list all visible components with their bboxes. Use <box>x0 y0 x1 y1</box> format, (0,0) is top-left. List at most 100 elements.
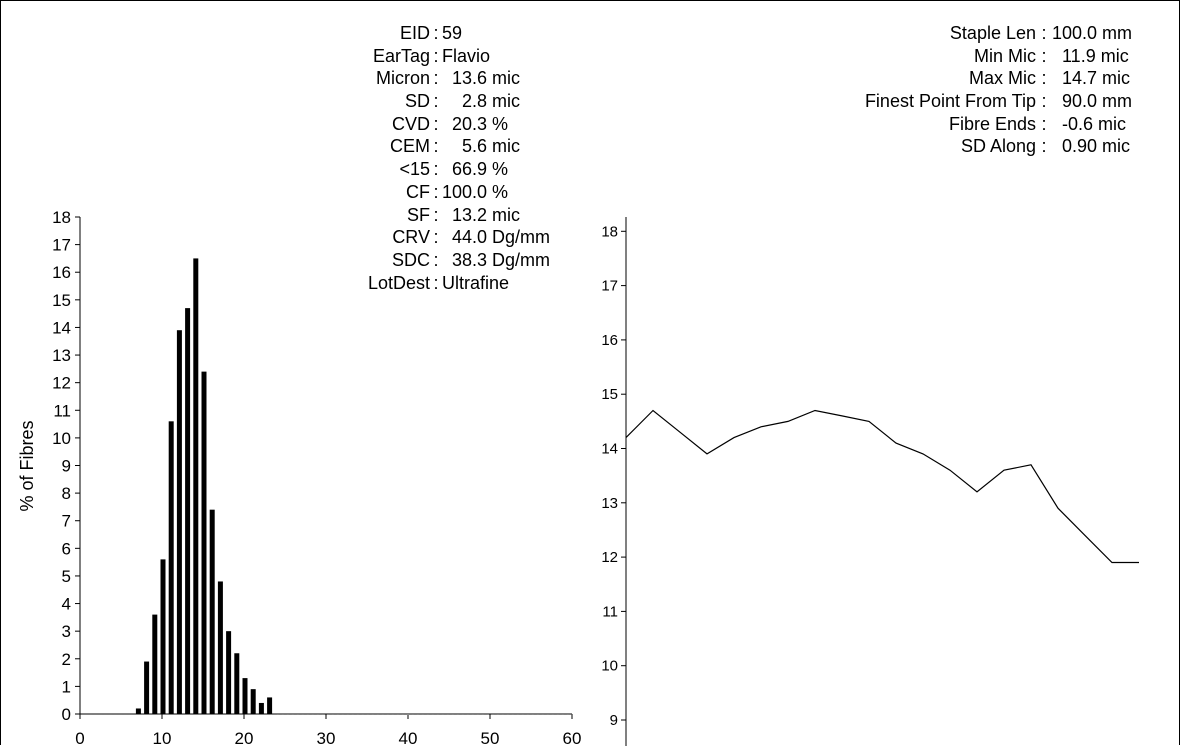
sample-stat-row: EID:59 <box>340 22 550 45</box>
profile-stat-value: 14.7 mic <box>1052 68 1131 89</box>
sample-stat-label: CRV <box>392 227 430 248</box>
sample-stat-label: SDC <box>391 249 430 270</box>
profile-stat-label: Finest Point From Tip <box>864 91 1036 112</box>
sample-stat-separator: : <box>433 136 439 157</box>
profile-y-tick-label: 18 <box>601 223 618 240</box>
profile-stat-separator: : <box>1041 113 1047 134</box>
profile-stat-row: Fibre Ends: -0.6 mic <box>830 113 1132 136</box>
histogram-y-tick-label: 3 <box>62 622 71 641</box>
sample-stat-separator: : <box>433 113 439 134</box>
sample-stat-label: <15 <box>399 159 430 180</box>
sample-stat-value: 2.8 mic <box>442 91 521 112</box>
profile-y-tick-label: 16 <box>601 332 618 349</box>
histogram-bar <box>217 581 223 714</box>
sample-stat-label: CVD <box>391 113 430 134</box>
sample-stat-label: CEM <box>390 136 430 157</box>
histogram-y-tick-label: 10 <box>52 429 71 448</box>
sample-stat-value: 44.0 Dg/mm <box>442 227 551 248</box>
sample-stat-value: 20.3 % <box>442 113 509 134</box>
histogram-bar <box>226 631 232 714</box>
histogram-x-tick-label: 0 <box>75 729 84 746</box>
sample-stat-separator: : <box>433 249 439 270</box>
profile-stat-value: -0.6 mic <box>1052 113 1127 134</box>
sample-stat-separator: : <box>433 159 439 180</box>
histogram-y-tick-label: 7 <box>62 512 71 531</box>
profile-stat-separator: : <box>1041 23 1047 43</box>
profile-y-tick-label: 13 <box>601 495 618 512</box>
profile-stat-value: 11.9 mic <box>1052 45 1129 66</box>
sample-stat-value: 66.9 % <box>442 159 509 180</box>
sample-stat-separator: : <box>433 227 439 248</box>
histogram-y-tick-label: 13 <box>52 346 71 365</box>
sample-stat-value: 5.6 mic <box>442 136 521 157</box>
profile-y-tick-label: 14 <box>601 441 618 458</box>
sample-stat-row: SDC: 38.3 Dg/mm <box>340 249 550 272</box>
diameter-histogram: % of Fibres 0123456789101112131415161718… <box>17 208 582 746</box>
profile-stat-label: Fibre Ends <box>948 113 1036 134</box>
profile-stat-separator: : <box>1041 91 1047 112</box>
histogram-y-tick-label: 4 <box>62 595 71 614</box>
histogram-bar <box>258 702 264 714</box>
profile-stat-label: Min Mic <box>974 45 1036 66</box>
sample-stat-label: LotDest <box>367 272 430 293</box>
histogram-bar <box>267 697 273 714</box>
histogram-y-tick-label: 8 <box>62 484 71 503</box>
sample-stat-separator: : <box>433 68 439 89</box>
profile-y-tick-label: 10 <box>601 658 618 675</box>
sample-stat-label: SF <box>406 204 430 225</box>
profile-stat-separator: : <box>1041 136 1047 157</box>
profile-stat-row: Max Mic: 14.7 mic <box>830 67 1132 90</box>
profile-stat-label: SD Along <box>960 136 1036 157</box>
sample-stat-label: Micron <box>375 68 430 89</box>
sample-stat-separator: : <box>433 23 439 43</box>
profile-stat-label: Staple Len <box>949 23 1036 43</box>
sample-stat-separator: : <box>433 272 439 293</box>
sample-stat-row: LotDest: Ultrafine <box>340 272 550 295</box>
histogram-x-tick-label: 30 <box>317 729 336 746</box>
histogram-y-tick-label: 5 <box>62 567 71 586</box>
sample-stat-value: 59 <box>442 23 463 43</box>
sample-stat-label: CF <box>406 181 430 202</box>
profile-stat-separator: : <box>1041 45 1047 66</box>
sample-stat-value: 13.6 mic <box>442 68 521 89</box>
histogram-bar <box>234 653 240 714</box>
sample-stat-label: EarTag <box>372 45 430 66</box>
sample-stat-value: Ultrafine <box>442 272 510 293</box>
histogram-y-tick-label: 9 <box>62 457 71 476</box>
histogram-y-tick-label: 17 <box>52 236 71 255</box>
profile-y-tick-label: 12 <box>601 549 618 566</box>
histogram-y-tick-label: 6 <box>62 539 71 558</box>
histogram-x-tick-label: 60 <box>563 729 582 746</box>
profile-stat-separator: : <box>1041 68 1047 89</box>
histogram-y-axis-label: % of Fibres <box>17 420 37 511</box>
histogram-y-tick-label: 12 <box>52 374 71 393</box>
sample-stat-row: Micron: 13.6 mic <box>340 67 550 90</box>
profile-stat-value: 100.0 mm <box>1052 23 1133 43</box>
histogram-x-tick-label: 50 <box>481 729 500 746</box>
sample-stats-panel: EID:59 EarTag: Flavio Micron: 13.6 mic SD: 2… <box>340 22 550 294</box>
profile-y-tick-label: 11 <box>602 603 618 620</box>
histogram-bar <box>160 559 166 714</box>
histogram-bar <box>176 330 182 714</box>
sample-stat-separator: : <box>433 91 439 112</box>
along-staple-stats-panel: Staple Len:100.0 mm Min Mic: 11.9 mic Max … <box>830 22 1132 158</box>
histogram-bar <box>209 509 215 714</box>
sample-stat-row: CEM: 5.6 mic <box>340 135 550 158</box>
sample-stat-separator: : <box>433 45 439 66</box>
histogram-y-tick-label: 18 <box>52 208 71 227</box>
sample-stat-row: SD: 2.8 mic <box>340 90 550 113</box>
histogram-bar <box>152 614 158 714</box>
histogram-y-tick-label: 15 <box>52 291 71 310</box>
histogram-bar <box>144 661 150 714</box>
sample-stat-separator: : <box>433 204 439 225</box>
profile-series-line <box>625 409 1139 564</box>
profile-y-tick-label: 9 <box>610 712 618 729</box>
histogram-bar <box>168 421 174 714</box>
histogram-bar <box>185 308 191 714</box>
histogram-y-tick-label: 16 <box>52 263 71 282</box>
profile-stat-row: SD Along: 0.90 mic <box>830 135 1132 158</box>
histogram-y-tick-label: 14 <box>52 318 71 337</box>
